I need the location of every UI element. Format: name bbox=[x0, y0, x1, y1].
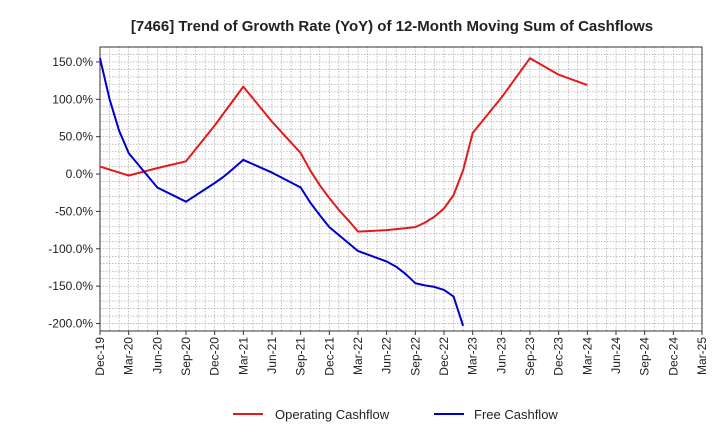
x-tick-label: Mar-24 bbox=[580, 337, 594, 375]
plot-frame bbox=[99, 46, 703, 332]
chart-title: [7466] Trend of Growth Rate (YoY) of 12-… bbox=[131, 18, 653, 35]
x-tick-label: Dec-19 bbox=[93, 337, 107, 376]
x-tick-label: Mar-22 bbox=[351, 337, 365, 375]
x-tick-label: Dec-20 bbox=[208, 337, 222, 376]
x-tick-label: Sep-20 bbox=[179, 337, 193, 376]
legend-label-operating-cashflow: Operating Cashflow bbox=[275, 407, 390, 422]
y-tick-label: 0.0% bbox=[66, 167, 94, 181]
y-tick-label: -100.0% bbox=[48, 242, 93, 256]
series-line-operating-cashflow bbox=[99, 57, 588, 233]
x-tick-label: Dec-23 bbox=[552, 337, 566, 376]
y-tick-label: -150.0% bbox=[48, 279, 93, 293]
x-tick-label: Sep-23 bbox=[523, 337, 537, 376]
x-tick-label: Mar-20 bbox=[122, 337, 136, 375]
x-tick-label: Jun-23 bbox=[494, 337, 508, 374]
x-tick-label: Dec-21 bbox=[322, 337, 336, 376]
legend: Operating Cashflow Free Cashflow bbox=[233, 407, 558, 422]
x-tick-label: Mar-25 bbox=[695, 337, 709, 375]
plot-area: 150.0% 100.0% 50.0% 0.0% -50.0% -100.0% -150.0… bbox=[48, 46, 709, 376]
x-tick-label: Sep-21 bbox=[294, 337, 308, 376]
legend-label-free-cashflow: Free Cashflow bbox=[474, 407, 558, 422]
y-tick-label: -50.0% bbox=[55, 204, 93, 218]
x-tick-label: Mar-21 bbox=[236, 337, 250, 375]
y-tick-label: -200.0% bbox=[48, 317, 93, 331]
x-tick-label: Mar-23 bbox=[466, 337, 480, 375]
x-tick-label: Jun-22 bbox=[380, 337, 394, 374]
y-tick-label: 150.0% bbox=[52, 55, 93, 69]
x-tick-label: Dec-22 bbox=[437, 337, 451, 376]
series-line-free-cashflow bbox=[99, 57, 465, 327]
y-tick-label: 100.0% bbox=[52, 92, 93, 106]
x-tick-label: Sep-24 bbox=[638, 337, 652, 376]
x-tick-label: Jun-20 bbox=[150, 337, 164, 374]
x-tick-label: Dec-24 bbox=[666, 337, 680, 376]
x-tick-label: Jun-21 bbox=[265, 337, 279, 374]
x-tick-label: Jun-24 bbox=[609, 337, 623, 374]
x-tick-label: Sep-22 bbox=[408, 337, 422, 376]
y-tick-label: 50.0% bbox=[59, 130, 93, 144]
